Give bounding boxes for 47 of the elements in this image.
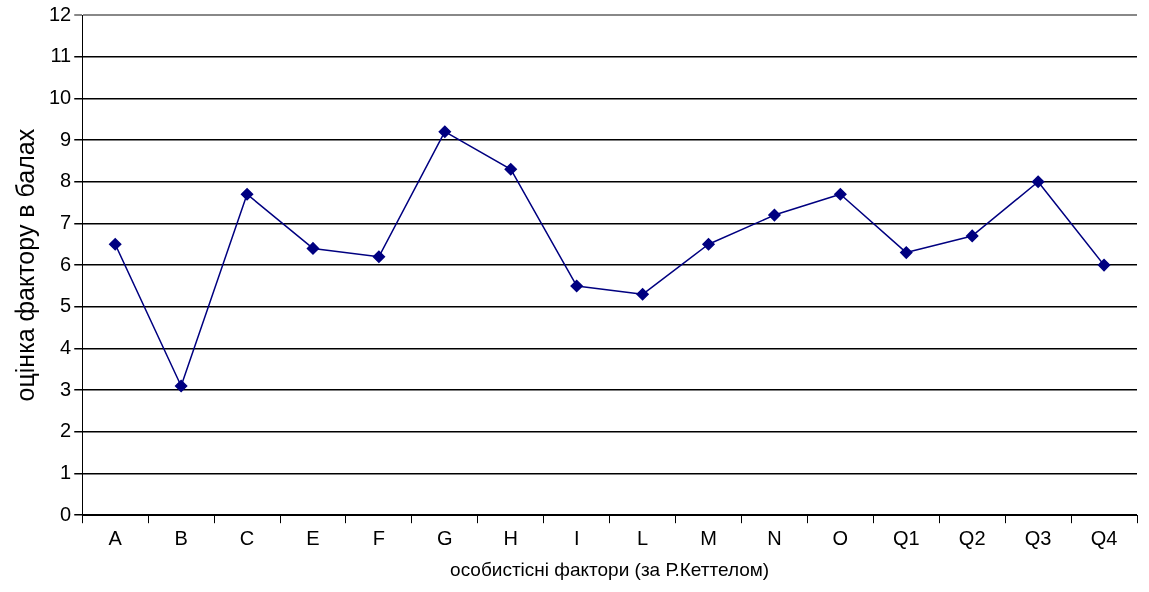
y-tick-label: 9 <box>60 127 72 150</box>
y-tick-label: 10 <box>49 85 72 108</box>
y-tick-label: 4 <box>60 335 72 358</box>
point <box>504 162 517 176</box>
point <box>108 238 122 251</box>
x-tick-label: Q3 <box>1024 526 1052 549</box>
point <box>570 279 583 293</box>
point <box>900 246 913 259</box>
x-tick-label: Q4 <box>1090 526 1118 549</box>
y-tick-label: 5 <box>60 294 72 317</box>
y-tick-label: 11 <box>50 44 72 67</box>
point <box>768 208 781 222</box>
y-tick-label: 7 <box>60 210 72 233</box>
y-tick-label: 12 <box>49 2 72 25</box>
x-tick-label: F <box>372 526 386 549</box>
x-tick-label: L <box>637 526 649 549</box>
y-tick-label: 6 <box>60 252 72 275</box>
point <box>1031 175 1045 188</box>
point <box>1097 258 1111 272</box>
point <box>174 379 188 393</box>
x-tick-label: B <box>174 526 188 549</box>
x-tick-label: Q2 <box>958 526 986 549</box>
x-tick-label: M <box>700 526 717 549</box>
point <box>240 187 254 201</box>
y-axis-title: оцінка фактору в балах <box>10 128 39 402</box>
x-tick-label: I <box>573 526 580 549</box>
y-tick-label: 8 <box>60 169 72 192</box>
point <box>965 229 979 243</box>
x-tick-label: N <box>767 526 782 549</box>
point <box>306 242 320 255</box>
x-tick-label: E <box>306 526 320 549</box>
y-tick-label: 0 <box>60 502 72 525</box>
x-tick-label: C <box>239 526 255 549</box>
point <box>372 250 386 264</box>
x-tick-label: A <box>108 526 123 549</box>
x-axis-title: особистісні фактори (за Р.Кеттелом) <box>450 558 770 580</box>
y-tick-label: 2 <box>60 419 72 442</box>
x-tick-label: O <box>832 526 849 549</box>
point <box>438 125 452 138</box>
y-tick-label: 1 <box>60 461 72 484</box>
x-tick-label: H <box>503 526 518 549</box>
x-tick-label: Q1 <box>892 526 920 549</box>
y-tick-label: 3 <box>60 377 72 400</box>
point <box>636 288 649 301</box>
point <box>702 238 715 251</box>
x-tick-label: G <box>437 526 453 549</box>
point <box>834 187 847 201</box>
